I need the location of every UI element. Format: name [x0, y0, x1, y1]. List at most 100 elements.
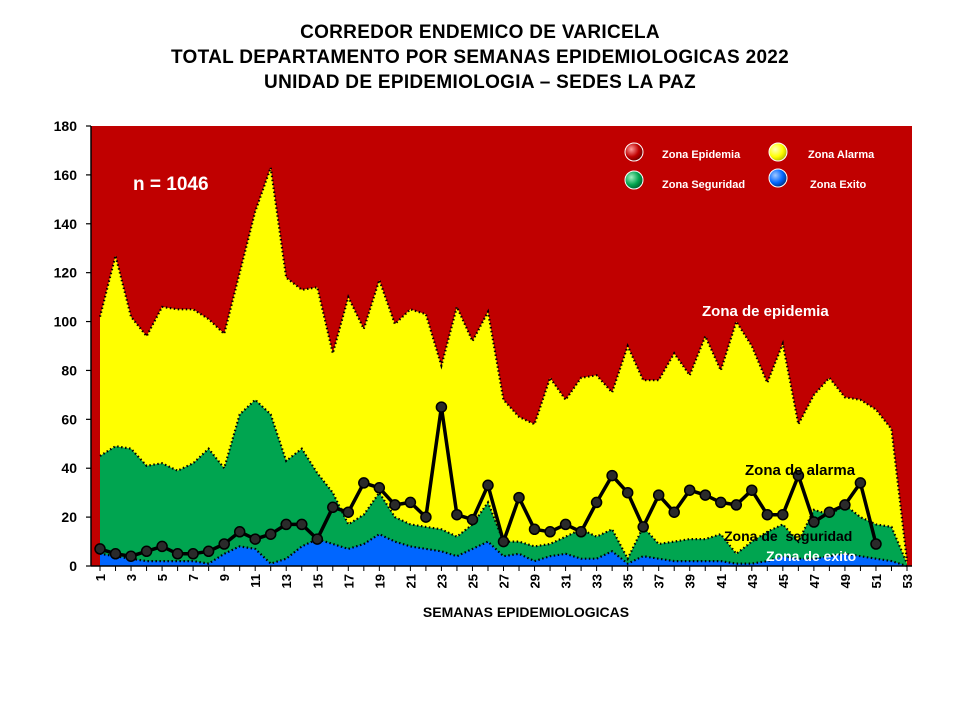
- observed-point-week-51: [870, 538, 882, 550]
- x-tick-label: 33: [590, 574, 605, 588]
- observed-point-week-2: [109, 548, 122, 560]
- observed-point-week-28: [513, 491, 525, 504]
- y-tick-label: 100: [54, 314, 78, 330]
- observed-point-week-24: [451, 508, 463, 521]
- x-tick-label: 21: [403, 574, 418, 588]
- y-tick-label: 60: [61, 411, 77, 427]
- legend-label-2: Zona Seguridad: [662, 179, 745, 191]
- x-tick-label: 15: [310, 574, 325, 588]
- observed-point-week-12: [264, 528, 277, 540]
- observed-point-week-27: [497, 535, 510, 548]
- x-tick-label: 45: [776, 574, 791, 588]
- observed-point-week-14: [296, 518, 308, 531]
- chart-title-block: CORREDOR ENDEMICO DE VARICELA TOTAL DEPA…: [0, 20, 960, 95]
- x-tick-label: 23: [434, 574, 449, 588]
- observed-point-week-41: [715, 496, 727, 509]
- observed-point-week-18: [358, 477, 370, 489]
- observed-point-week-15: [311, 533, 324, 545]
- sample-size-annotation: n = 1046: [133, 174, 209, 195]
- x-tick-label: 37: [652, 574, 667, 588]
- legend: Zona Epidemia Zona Alarma Zona Seguridad Zo…: [624, 142, 875, 191]
- x-tick-label: 19: [372, 574, 387, 588]
- zone-label-seguridad: Zona de seguridad: [724, 528, 852, 544]
- observed-point-week-42: [730, 499, 743, 511]
- legend-marker-0: [624, 142, 644, 162]
- observed-point-week-50: [854, 477, 867, 489]
- observed-point-week-1: [94, 543, 106, 555]
- x-tick-label: 39: [683, 574, 698, 588]
- observed-point-week-48: [823, 506, 836, 518]
- observed-point-week-46: [792, 469, 805, 482]
- observed-point-week-13: [280, 518, 292, 531]
- x-tick-label: 31: [559, 574, 574, 588]
- observed-point-week-47: [808, 516, 820, 528]
- observed-point-week-49: [839, 499, 851, 511]
- observed-point-week-25: [466, 513, 479, 526]
- chart-title-line-3: UNIDAD DE EPIDEMIOLOGIA – SEDES LA PAZ: [264, 72, 696, 93]
- x-tick-label: 9: [217, 574, 232, 581]
- x-axis-title: SEMANAS EPIDEMIOLOGICAS: [423, 604, 629, 620]
- observed-point-week-21: [404, 496, 417, 509]
- y-tick-label: 40: [61, 460, 77, 476]
- chart-title-line-2: TOTAL DEPARTAMENTO POR SEMANAS EPIDEMIOL…: [170, 47, 790, 68]
- observed-point-week-30: [544, 526, 556, 538]
- legend-label-0: Zona Epidemia: [662, 149, 741, 161]
- observed-point-week-16: [327, 501, 339, 514]
- y-tick-label: 20: [61, 509, 77, 525]
- y-tick-label: 160: [54, 167, 78, 183]
- observed-point-week-20: [389, 499, 401, 511]
- x-tick-label: 51: [869, 574, 884, 588]
- zone-alarma-area-boundary: [98, 167, 909, 562]
- x-tick-label: 49: [838, 574, 853, 588]
- x-tick-label: 27: [497, 574, 512, 588]
- x-tick-label: 53: [900, 574, 915, 588]
- observed-point-week-23: [435, 401, 448, 413]
- observed-point-week-8: [202, 545, 215, 558]
- x-tick-label: 5: [155, 574, 170, 581]
- observed-point-week-43: [746, 484, 758, 496]
- legend-marker-2: [624, 170, 644, 190]
- zone-label-exito: Zona de exito: [766, 548, 856, 564]
- zone-label-alarma: Zona de alarma: [745, 462, 856, 479]
- observed-point-week-40: [699, 489, 712, 501]
- chart-title-line-1: CORREDOR ENDEMICO DE VARICELA: [300, 22, 660, 43]
- x-tick-label: 25: [465, 574, 480, 588]
- x-tick-label: 7: [186, 574, 201, 581]
- observed-point-week-26: [482, 479, 494, 492]
- observed-point-week-38: [668, 506, 680, 518]
- observed-point-week-29: [528, 523, 541, 536]
- observed-point-week-45: [777, 508, 789, 521]
- observed-point-week-19: [373, 482, 386, 494]
- observed-point-week-34: [606, 469, 618, 482]
- observed-point-week-31: [559, 518, 572, 531]
- observed-point-week-17: [342, 506, 355, 518]
- observed-point-week-9: [218, 538, 230, 550]
- observed-point-week-33: [590, 496, 603, 509]
- observed-point-week-4: [140, 545, 153, 558]
- y-tick-label: 80: [61, 362, 77, 378]
- legend-marker-1: [768, 142, 788, 162]
- x-tick-label: 17: [341, 574, 356, 588]
- observed-point-week-32: [575, 526, 587, 538]
- zone-exito-area-boundary: [99, 532, 908, 568]
- observed-point-week-11: [249, 533, 261, 545]
- observed-point-week-35: [621, 486, 634, 499]
- zone-label-epidemia: Zona de epidemia: [702, 303, 829, 320]
- observed-point-week-10: [233, 526, 246, 538]
- x-tick-label: 29: [528, 574, 543, 588]
- x-tick-label: 3: [124, 574, 139, 581]
- observed-point-week-44: [761, 508, 774, 521]
- observed-point-week-36: [637, 521, 649, 533]
- y-tick-label: 180: [54, 118, 78, 134]
- observed-point-week-7: [187, 548, 199, 560]
- legend-marker-3: [768, 168, 788, 188]
- x-tick-label: 41: [714, 574, 729, 588]
- y-tick-label: 140: [54, 216, 78, 232]
- observed-point-week-5: [156, 540, 168, 553]
- x-tick-label: 1: [93, 574, 108, 581]
- x-tick-label: 43: [745, 574, 760, 588]
- observed-point-week-37: [652, 489, 665, 501]
- observed-point-week-6: [171, 548, 184, 560]
- zone-exito-area: [100, 534, 907, 566]
